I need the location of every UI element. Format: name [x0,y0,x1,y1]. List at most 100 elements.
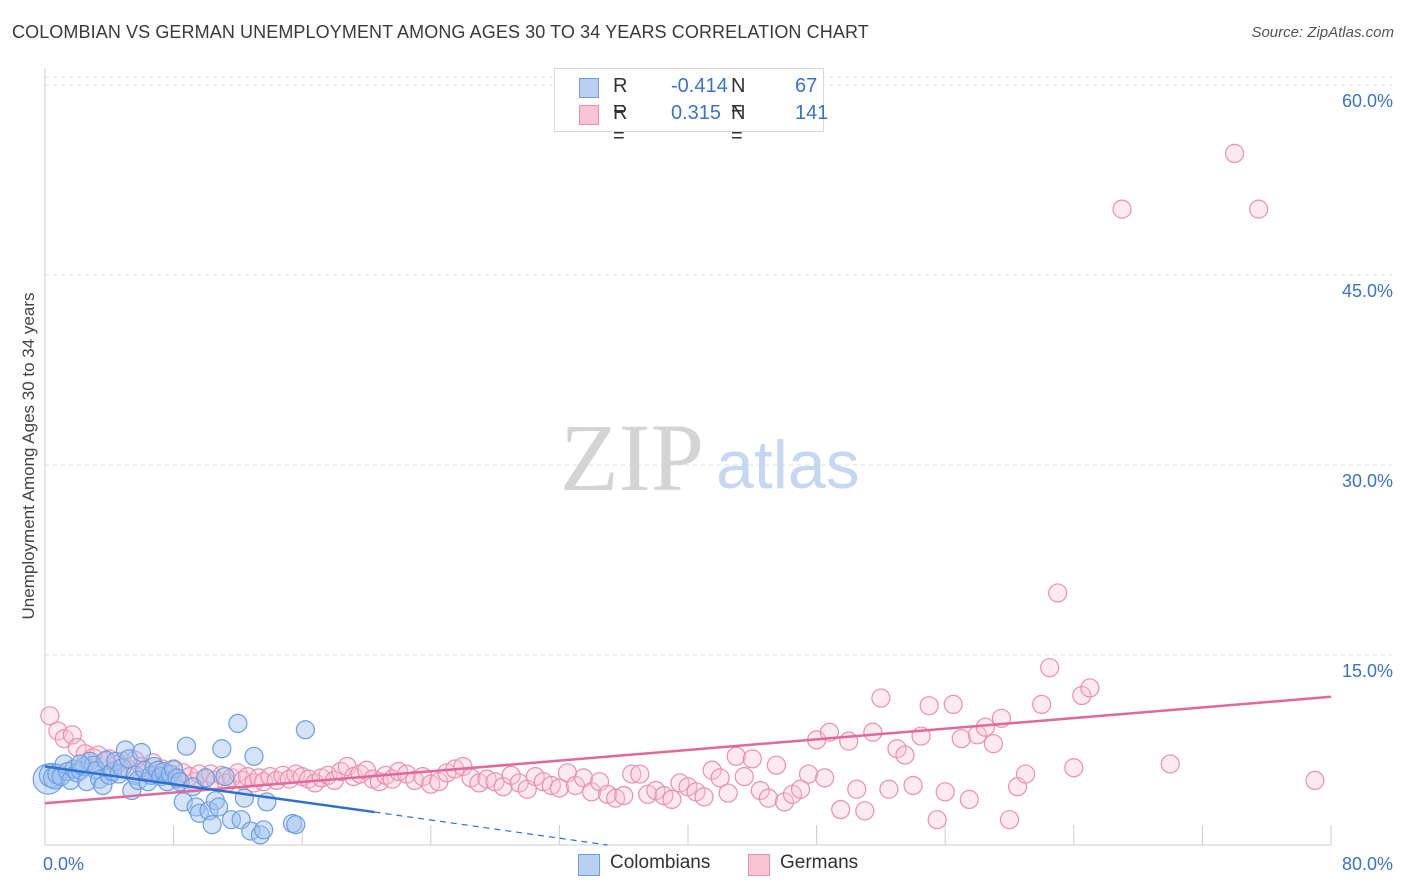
data-point [839,731,859,751]
data-point [196,768,216,788]
data-point [1080,678,1100,698]
data-point [1015,764,1036,784]
stats-legend: R = -0.414 N = 67 R = 0.315 N = 141 [554,68,828,147]
data-point [209,797,229,817]
data-point [630,764,650,784]
data-point [790,779,811,799]
data-point [975,717,995,737]
n-value: 67 [795,75,818,97]
data-point [1064,758,1084,778]
data-point [726,746,746,766]
germans-legend-label: Germans [780,852,859,873]
data-point [144,756,164,777]
germans-legend-swatch [748,854,770,876]
y-axis-label: Unemployment Among Ages 30 to 34 years [19,293,38,620]
n-label: N = [731,75,746,120]
data-point [750,780,770,801]
data-point [847,779,867,799]
data-point [927,810,947,830]
data-point [774,792,795,812]
data-point [212,739,232,759]
germans-points [40,143,1325,830]
data-point [919,696,939,716]
y-tick-label: 60.0% [1342,91,1393,111]
data-point [1160,754,1180,774]
data-point [702,760,722,780]
x-tick-label: 0.0% [43,854,84,874]
data-point [831,799,851,820]
data-point [734,766,754,787]
data-point [62,725,82,745]
data-point [244,746,264,766]
data-point [903,775,923,796]
data-point [951,728,971,749]
y-tick-label: 30.0% [1342,471,1393,491]
data-point [879,779,899,799]
chart-title: COLOMBIAN VS GERMAN UNEMPLOYMENT AMONG A… [12,22,869,42]
data-point [493,777,513,797]
data-point [215,766,235,787]
data-point [167,768,187,788]
data-point [622,764,642,784]
data-point [1112,199,1132,219]
data-point [1048,583,1068,603]
data-point [176,736,197,756]
data-point [453,756,473,777]
data-point [742,749,762,769]
x-tick-label: 80.0% [1342,854,1393,874]
data-point [798,764,819,784]
data-point [221,810,242,830]
data-point [718,783,738,803]
data-point [48,721,68,741]
y-tick-label: 45.0% [1342,281,1393,301]
watermark-zip: ZIP [560,404,704,511]
data-point [61,770,81,791]
r-label: R = [613,102,628,147]
data-point [234,788,254,808]
data-point [549,778,570,798]
data-point [250,825,271,845]
data-point [93,775,113,796]
data-point [1249,199,1269,219]
data-point [1032,694,1052,715]
data-point [999,810,1020,830]
data-point [694,787,714,807]
data-point [1305,770,1325,791]
data-point [614,785,634,806]
data-point [581,782,602,802]
y-tick-label: 15.0% [1342,661,1393,681]
data-point [662,789,682,810]
data-point [70,754,90,774]
data-point [282,813,303,834]
data-point [871,688,891,708]
axes [44,68,1332,846]
data-point [863,722,883,742]
data-point [1224,143,1245,163]
tick-labels: 15.0% 30.0% 45.0% 60.0% 0.0% 80.0% [43,91,1393,874]
grid-lines [45,76,1392,656]
germans-swatch [579,105,599,125]
r-label: R = [613,75,628,120]
data-point [815,768,835,788]
colombians-legend-swatch [578,854,600,876]
watermark-atlas: atlas [716,427,860,503]
data-point [228,713,248,734]
data-point [254,820,274,840]
data-point [131,742,152,763]
data-point [855,801,875,821]
trend-lines [44,695,1332,846]
colombians-swatch [579,78,599,98]
colombians-trend-extension [374,811,608,846]
data-point [710,768,730,788]
data-point [959,789,979,810]
data-point [1040,658,1060,678]
colombians-legend-label: Colombians [610,852,711,873]
data-point [501,765,521,785]
data-point [1072,685,1092,706]
n-label: N = [731,102,746,147]
data-point [286,815,306,835]
data-point [943,694,963,715]
data-point [331,761,351,782]
r-value: -0.414 [671,75,728,97]
